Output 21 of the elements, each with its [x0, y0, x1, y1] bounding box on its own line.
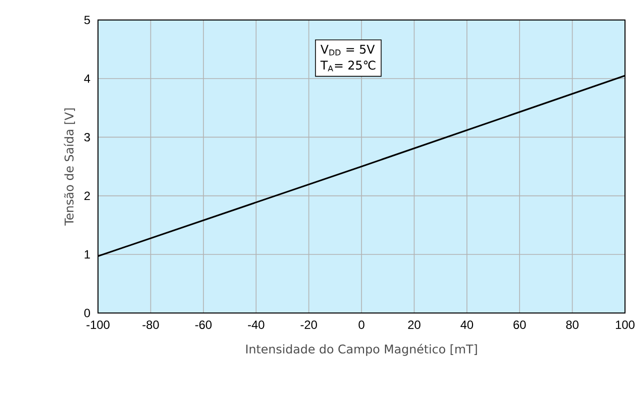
- x-tick-label: -80: [142, 320, 159, 329]
- x-tick-label: 40: [460, 320, 474, 329]
- x-tick-label: -40: [248, 320, 264, 329]
- y-tick-label: 2: [84, 192, 90, 200]
- y-tick-label: 5: [84, 16, 90, 24]
- y-tick-label: 0: [84, 308, 90, 318]
- x-tick-label: 60: [514, 320, 526, 329]
- annotation: V$_{DD}$ = 5V: [320, 44, 375, 56]
- y-tick-label: 4: [84, 74, 90, 83]
- y-axis-title: Tensão de Saída [V]: [64, 108, 75, 226]
- x-tick-label: 80: [566, 320, 578, 329]
- annotation: T$_{A}$= 25℃: [320, 60, 376, 72]
- x-tick-label: 0: [358, 320, 364, 329]
- x-tick-label: -60: [195, 320, 212, 329]
- x-tick-label: 100: [616, 320, 635, 329]
- y-tick-label: 1: [84, 250, 90, 259]
- x-axis-title: Intensidade do Campo Magnético [mT]: [246, 344, 477, 356]
- x-tick-label: 20: [408, 320, 420, 329]
- x-tick-label: -100: [86, 320, 110, 329]
- x-tick-label: -20: [300, 320, 317, 329]
- y-tick-label: 3: [84, 132, 90, 142]
